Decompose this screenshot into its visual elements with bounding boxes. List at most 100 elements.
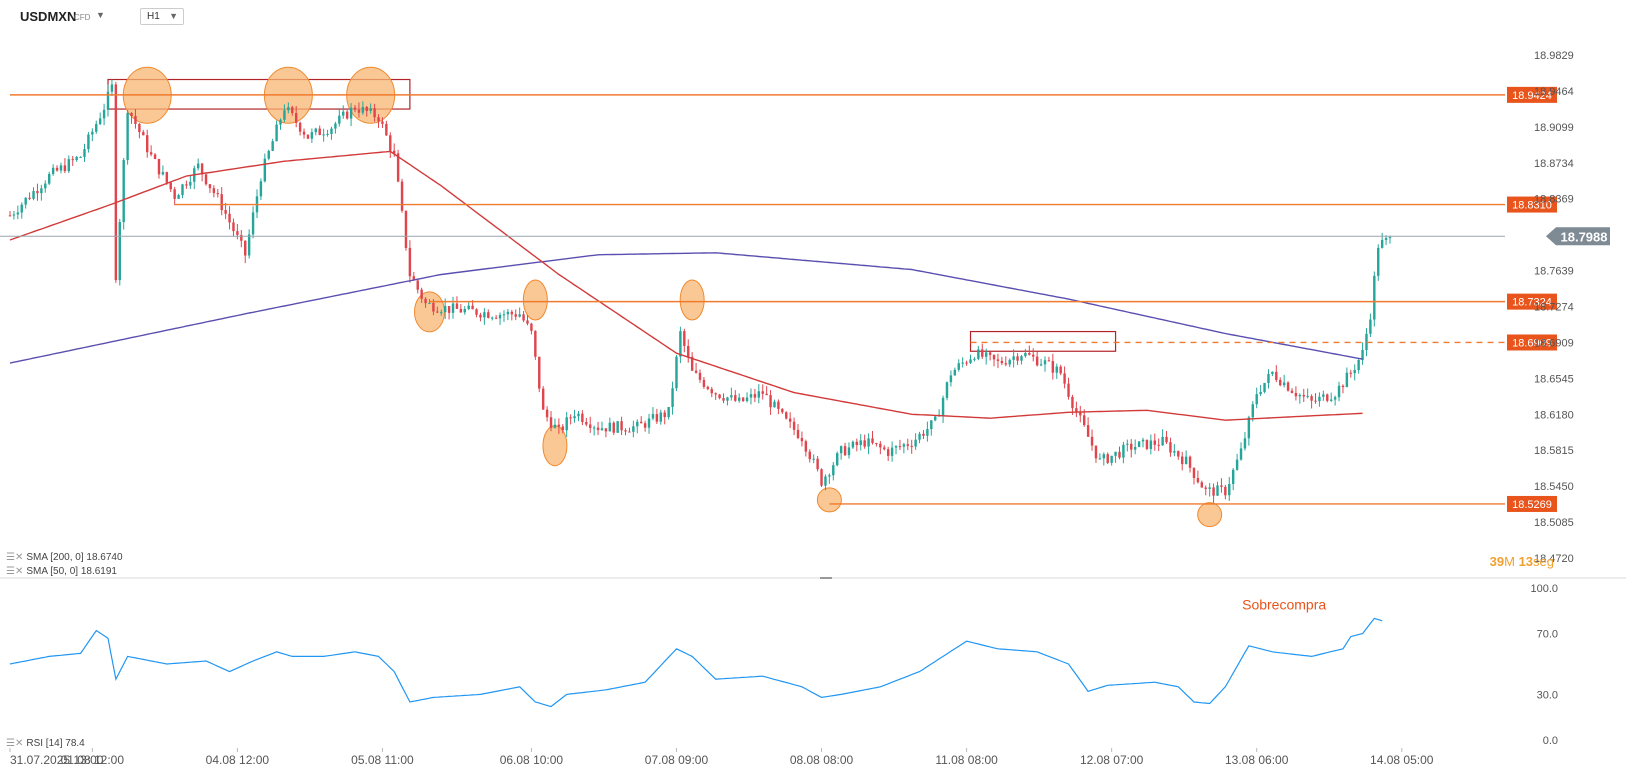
- candle-body: [1157, 444, 1160, 446]
- candle-body: [428, 302, 431, 304]
- candle-body: [279, 119, 282, 125]
- candle-body: [1181, 456, 1184, 465]
- candle-body: [8, 215, 12, 217]
- candle-body: [514, 314, 517, 317]
- candle-body: [302, 131, 306, 135]
- overbought-annotation: Sobrecompra: [1242, 596, 1326, 612]
- candle-body: [820, 469, 823, 486]
- candle-body: [1282, 382, 1286, 386]
- candle-body: [1024, 353, 1027, 357]
- candle-body: [1055, 366, 1058, 373]
- candle-body: [400, 181, 404, 211]
- candle-body: [839, 446, 843, 454]
- candle-body: [404, 210, 408, 248]
- candle-body: [1251, 404, 1254, 418]
- timeframe-select[interactable]: H1 ▼: [140, 8, 184, 25]
- legend-sma50[interactable]: ☰✕ SMA [50, 0] 18.6191: [6, 566, 117, 577]
- sma200-value: 18.6740: [86, 552, 123, 563]
- highlight-circle: [542, 425, 568, 467]
- candle-body: [318, 128, 321, 135]
- candle-body: [714, 393, 717, 395]
- candle-body: [628, 431, 631, 433]
- legend-sma200[interactable]: ☰✕ SMA [200, 0] 18.6740: [6, 552, 123, 563]
- candle-body: [283, 110, 286, 120]
- candle-body: [961, 362, 964, 364]
- x-tick-label: 11.08 08:00: [935, 753, 998, 767]
- candle-body: [702, 379, 706, 387]
- timeframe-value: H1: [147, 11, 160, 22]
- candle-body: [1302, 394, 1305, 397]
- candle-body: [369, 108, 372, 111]
- candle-body: [1208, 487, 1211, 489]
- x-tick-label: 01.08 12:00: [61, 753, 125, 767]
- y-tick-label: 18.5085: [1534, 517, 1574, 529]
- candle-body: [1212, 487, 1215, 496]
- y-tick-label: 18.7639: [1534, 266, 1574, 278]
- candle-body: [467, 305, 470, 310]
- x-tick-label: 05.08 11:00: [351, 753, 414, 767]
- candle-body: [40, 188, 43, 194]
- candle-body: [761, 391, 764, 394]
- candle-body: [153, 154, 157, 159]
- candle-body: [208, 184, 212, 189]
- candle-body: [1267, 373, 1270, 383]
- candle-body: [161, 172, 165, 175]
- sma50-value: 18.6191: [80, 566, 117, 577]
- candle-body: [353, 107, 357, 110]
- list-close-icon[interactable]: ☰✕: [6, 552, 24, 563]
- candle-body: [655, 414, 659, 422]
- candle-body: [502, 314, 506, 316]
- candle-body: [636, 421, 639, 427]
- candle-body: [498, 314, 502, 319]
- candle-body: [459, 308, 463, 313]
- candle-body: [988, 352, 992, 355]
- candle-body: [381, 121, 384, 124]
- list-close-icon[interactable]: ☰✕: [6, 738, 24, 749]
- chevron-down-icon[interactable]: ▼: [96, 10, 105, 20]
- legend-rsi[interactable]: ☰✕ RSI [14] 78.4: [6, 738, 85, 749]
- candle-body: [765, 393, 768, 396]
- candle-body: [796, 429, 800, 438]
- rsi-tick-label: 70.0: [1537, 629, 1558, 641]
- candle-body: [1102, 454, 1106, 459]
- candle-body: [538, 356, 541, 389]
- candle-layer: [8, 79, 1392, 503]
- candle-body: [1016, 356, 1019, 361]
- x-tick-label: 31.07.2025 13:00: [10, 753, 104, 767]
- candle-body: [945, 382, 949, 398]
- candle-body: [443, 306, 447, 313]
- candle-body: [545, 409, 549, 418]
- candle-body: [1032, 354, 1035, 357]
- candle-body: [1345, 372, 1349, 388]
- candle-body: [36, 191, 39, 194]
- candle-body: [114, 84, 118, 281]
- candle-body: [981, 349, 984, 357]
- highlight-circle: [679, 279, 705, 321]
- candle-body: [953, 369, 957, 376]
- candle-body: [1137, 441, 1141, 447]
- highlight-circle: [1197, 502, 1223, 528]
- candle-body: [1380, 240, 1384, 248]
- candle-body: [271, 141, 274, 151]
- candle-body: [1271, 371, 1274, 374]
- candle-body: [1149, 440, 1153, 449]
- current-price-tag: [1546, 227, 1610, 246]
- candle-body: [420, 289, 423, 299]
- candle-body: [910, 445, 913, 447]
- x-tick-label: 07.08 09:00: [645, 753, 709, 767]
- list-close-icon[interactable]: ☰✕: [6, 566, 24, 577]
- candle-body: [1365, 333, 1368, 350]
- candle-body: [1004, 363, 1008, 365]
- candle-body: [816, 458, 819, 470]
- candle-body: [1079, 412, 1082, 416]
- candle-body: [385, 123, 388, 136]
- rsi-label: RSI [14]: [26, 738, 63, 749]
- symbol-name[interactable]: USDMXN: [20, 9, 77, 24]
- candle-body: [1039, 364, 1043, 366]
- candle-body: [737, 397, 741, 401]
- candle-body: [922, 433, 925, 436]
- x-tick-label: 12.08 07:00: [1080, 753, 1144, 767]
- candle-body: [24, 197, 27, 205]
- rsi-tick-label: 30.0: [1537, 689, 1558, 701]
- countdown-seconds: 13: [1518, 554, 1534, 569]
